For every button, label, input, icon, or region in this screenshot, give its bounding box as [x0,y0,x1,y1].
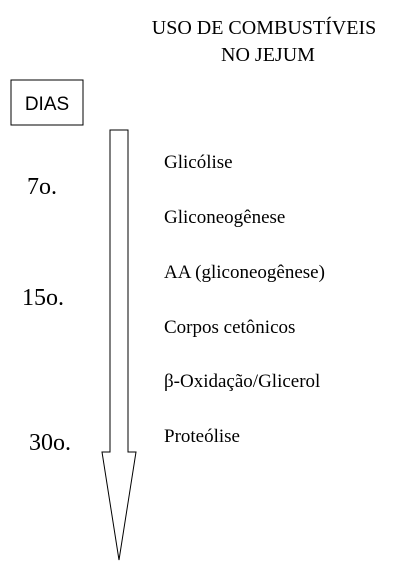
days-box [10,79,84,126]
fuel-label: AA (gliconeogênese) [164,262,325,283]
title-line: USO DE COMBUSTÍVEIS [152,16,376,39]
fuel-label: Corpos cetônicos [164,317,295,338]
title-line: NO JEJUM [221,44,315,66]
day-label: 7o. [27,174,57,200]
time-arrow [101,129,137,561]
fuel-label: β-Oxidação/Glicerol [164,371,320,392]
day-label: 30o. [29,430,71,456]
fuel-label: Glicólise [164,152,233,173]
day-label: 15o. [22,285,64,311]
days-label: DIAS [25,94,69,115]
fuel-label: Gliconeogênese [164,207,285,228]
fuel-label: Proteólise [164,426,240,447]
